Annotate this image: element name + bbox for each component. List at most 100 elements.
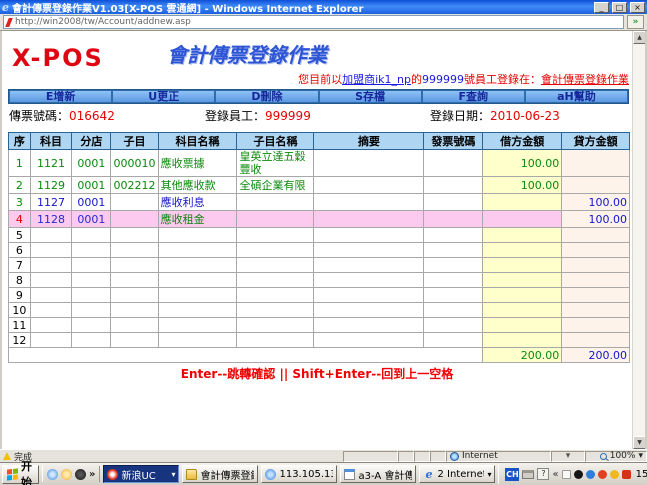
cell-summary[interactable] [313,317,425,333]
cell-account[interactable] [29,287,73,303]
cell-credit[interactable]: 100.00 [561,210,630,228]
scroll-up-icon[interactable]: ▲ [633,31,645,44]
cell-account[interactable]: 1128 [29,210,73,228]
tray-collapse-chevron[interactable]: « [552,468,559,480]
cell-sub[interactable] [110,317,159,333]
cell-invoice[interactable] [423,287,484,303]
cell-account[interactable] [29,302,73,318]
employee-value[interactable]: 999999 [265,109,311,123]
phone-tray-icon[interactable] [621,469,631,479]
cell-sub[interactable] [110,257,159,273]
cell-credit[interactable] [561,227,630,243]
cell-account_name[interactable] [157,242,238,258]
cell-account_name[interactable]: 應收利息 [157,193,238,211]
go-button[interactable]: » [627,15,644,29]
cell-seq[interactable]: 10 [8,302,31,318]
cell-sub_name[interactable] [236,287,315,303]
cell-sub[interactable] [110,272,159,288]
penguin-quicklaunch-icon[interactable] [75,468,86,480]
language-indicator[interactable]: CH [505,467,520,481]
maximize-button[interactable]: □ [612,1,627,13]
cell-sub[interactable]: 000010 [110,149,159,177]
yellow-tray-icon[interactable] [609,469,619,479]
taskbar-task-0[interactable]: 新浪UC [103,465,180,483]
menu-button-0[interactable]: E增新 [10,91,112,103]
menu-button-1[interactable]: U更正 [113,91,215,103]
cell-account_name[interactable] [157,302,238,318]
cell-seq[interactable]: 8 [8,272,31,288]
cell-seq[interactable]: 5 [8,227,31,243]
cell-seq[interactable]: 12 [8,332,31,348]
cell-seq[interactable]: 11 [8,317,31,333]
minimize-button[interactable]: _ [594,1,609,13]
cell-account_name[interactable] [157,287,238,303]
cell-invoice[interactable] [423,227,484,243]
cell-seq[interactable]: 7 [8,257,31,273]
cell-summary[interactable] [313,302,425,318]
quicklaunch-more-chevron[interactable]: » [89,468,96,480]
qq-penguin-tray-icon[interactable] [573,469,583,479]
menu-button-3[interactable]: S存檔 [319,91,421,103]
cell-branch[interactable]: 0001 [71,193,112,211]
cell-sub_name[interactable]: 皇英立達五穀豐收 [236,149,315,177]
cell-summary[interactable] [313,257,425,273]
cell-sub_name[interactable]: 全碩企業有限 [236,176,315,194]
cell-account[interactable]: 1121 [29,149,73,177]
cell-branch[interactable] [71,257,112,273]
location-link[interactable]: 會計傳票登錄作業 [541,73,629,86]
cell-credit[interactable] [561,176,630,194]
cell-sub_name[interactable] [236,272,315,288]
cell-invoice[interactable] [423,332,484,348]
cell-branch[interactable] [71,332,112,348]
cell-account_name[interactable]: 應收租金 [157,210,238,228]
cell-summary[interactable] [313,242,425,258]
cell-credit[interactable] [561,302,630,318]
cell-invoice[interactable] [423,302,484,318]
cell-credit[interactable] [561,317,630,333]
cell-branch[interactable]: 0001 [71,149,112,177]
document-tray-icon[interactable] [561,469,571,479]
cell-invoice[interactable] [423,242,484,258]
cell-sub_name[interactable] [236,210,315,228]
cell-sub_name[interactable] [236,317,315,333]
cell-invoice[interactable] [423,257,484,273]
cell-sub[interactable] [110,193,159,211]
cell-branch[interactable] [71,227,112,243]
merchant-link[interactable]: 加盟商ik1_np [342,73,411,86]
taskbar-task-4[interactable]: 2 Internet... [419,465,496,483]
cell-summary[interactable] [313,210,425,228]
cell-account[interactable] [29,332,73,348]
cell-account[interactable]: 1129 [29,176,73,194]
cell-sub_name[interactable] [236,302,315,318]
cell-summary[interactable] [313,149,425,177]
cell-credit[interactable] [561,149,630,177]
cell-account[interactable] [29,227,73,243]
close-button[interactable]: × [630,1,645,13]
printer-icon[interactable] [522,469,535,479]
cell-summary[interactable] [313,272,425,288]
cell-account_name[interactable] [157,227,238,243]
cell-branch[interactable] [71,287,112,303]
messenger-tray-icon[interactable] [585,469,595,479]
zoom-control[interactable]: 100% ▾ [585,450,647,462]
taskbar-task-1[interactable]: 會計傳票登錄 [182,465,259,483]
cell-debit[interactable] [482,193,563,211]
cell-account_name[interactable] [157,317,238,333]
cell-invoice[interactable] [423,149,484,177]
cell-seq[interactable]: 6 [8,242,31,258]
cell-seq[interactable]: 3 [8,193,31,211]
cell-account[interactable] [29,242,73,258]
cell-debit[interactable] [482,242,563,258]
cell-summary[interactable] [313,332,425,348]
cell-sub[interactable] [110,287,159,303]
cell-summary[interactable] [313,176,425,194]
cell-account_name[interactable]: 應收票據 [157,149,238,177]
cell-seq[interactable]: 4 [8,210,31,228]
cell-invoice[interactable] [423,272,484,288]
cell-branch[interactable] [71,272,112,288]
cell-debit[interactable]: 100.00 [482,149,563,177]
url-input[interactable]: http://win2008/tw/Account/addnew.asp [3,15,624,29]
cell-account[interactable]: 1127 [29,193,73,211]
cell-sub[interactable] [110,242,159,258]
cell-debit[interactable] [482,287,563,303]
